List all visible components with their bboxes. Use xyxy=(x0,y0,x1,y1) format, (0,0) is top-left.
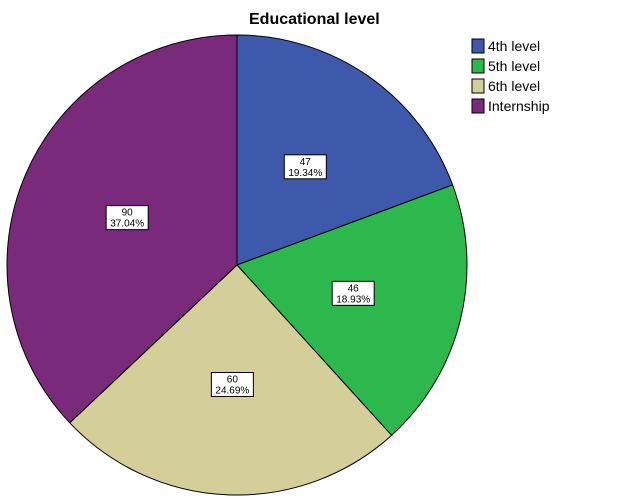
pie-slice-5th-level xyxy=(236,184,468,437)
legend-label: 4th level xyxy=(488,38,540,54)
chart-title-text: Educational level xyxy=(249,11,380,28)
legend-swatch xyxy=(471,98,485,114)
data-label-box xyxy=(331,280,375,306)
data-label-box xyxy=(105,205,149,231)
legend: 4th level 5th level 6th level Internship xyxy=(471,38,550,114)
legend-swatch xyxy=(471,78,485,94)
legend-label: Internship xyxy=(488,98,550,114)
data-label-percent: 37.04% xyxy=(110,219,144,230)
legend-label: 6th level xyxy=(488,78,540,94)
pie-slice-4th-level xyxy=(236,34,454,266)
data-label-count: 90 xyxy=(122,208,134,219)
legend-swatch xyxy=(471,38,485,54)
data-label-count: 47 xyxy=(300,157,312,168)
data-label-count: 46 xyxy=(348,283,360,294)
data-label-percent: 24.69% xyxy=(215,386,249,397)
data-label-count: 60 xyxy=(227,375,239,386)
legend-label: 5th level xyxy=(488,58,540,74)
data-label-box xyxy=(210,372,254,398)
data-label-percent: 19.34% xyxy=(288,168,322,179)
data-label-box xyxy=(283,154,327,180)
data-label-percent: 18.93% xyxy=(336,294,370,305)
legend-swatch xyxy=(471,58,485,74)
